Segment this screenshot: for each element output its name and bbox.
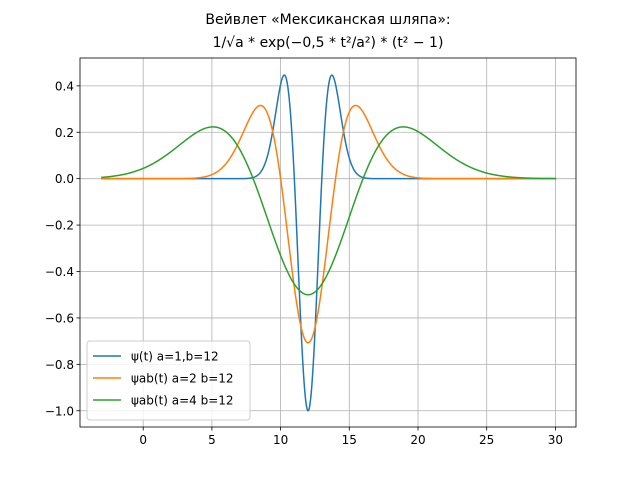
y-tick-label: −0.4 — [45, 265, 74, 279]
legend-box — [86, 340, 251, 421]
y-tick-label: 0.2 — [55, 126, 74, 140]
x-tick-label: 30 — [548, 433, 563, 447]
y-tick-label: 0.0 — [55, 172, 74, 186]
ticks: 0 5 10 15 20 25 30 −1.0 −0.8 −0.6 −0.4 −0.2 0.0 0.2 0.… — [45, 79, 563, 447]
legend-label-1: ψ(t) a=1,b=12 — [131, 350, 219, 364]
y-tick-label: −0.2 — [45, 219, 74, 233]
x-tick-label: 10 — [273, 433, 288, 447]
chart-title-line2: 1/√a * exp(−0,5 * t²/a²) * (t² − 1) — [213, 35, 444, 51]
y-tick-label: 0.4 — [55, 79, 74, 93]
y-tick-label: −1.0 — [45, 404, 74, 418]
x-tick-label: 0 — [139, 433, 147, 447]
x-tick-label: 20 — [410, 433, 425, 447]
y-tick-label: −0.8 — [45, 358, 74, 372]
series-line-2 — [101, 104, 557, 344]
x-tick-label: 25 — [479, 433, 494, 447]
legend-label-2: ψab(t) a=2 b=12 — [131, 372, 234, 386]
legend-label-3: ψab(t) a=4 b=12 — [131, 394, 234, 408]
x-tick-label: 5 — [208, 433, 216, 447]
x-tick-label: 15 — [342, 433, 357, 447]
series-lines — [101, 74, 557, 412]
y-tick-label: −0.6 — [45, 311, 74, 325]
axes-frame — [79, 57, 577, 428]
chart-title-line1: Вейвлет «Мексиканская шляпа»: — [205, 12, 450, 28]
legend: ψ(t) a=1,b=12 ψab(t) a=2 b=12 ψab(t) a=4 b… — [86, 340, 251, 421]
series-line-3 — [101, 126, 557, 296]
